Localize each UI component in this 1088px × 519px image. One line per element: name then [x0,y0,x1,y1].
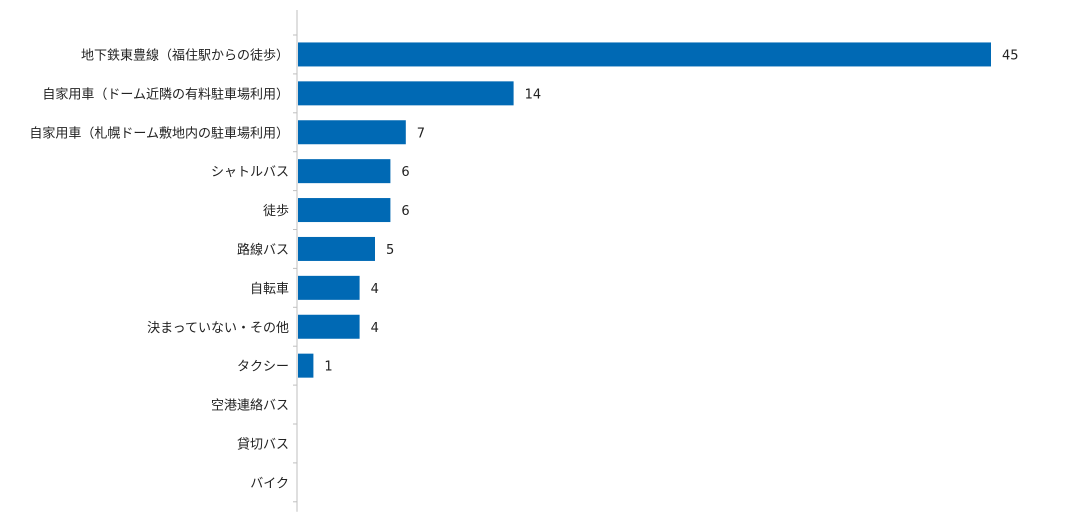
bar [298,159,391,184]
bar [298,198,391,223]
data-label: 5 [386,243,394,258]
data-label: 6 [401,165,409,180]
category-label: 路線バス [237,242,289,258]
data-label: 7 [417,126,425,141]
data-label: 4 [371,282,379,297]
category-label: 決まっていない・その他 [147,321,289,336]
bar [298,353,314,378]
data-label: 4 [371,321,379,336]
category-label: 自家用車（札幌ドーム敷地内の駐車場利用） [29,125,289,141]
category-label: バイク [250,476,289,491]
bar [298,81,514,106]
category-label: 徒歩 [263,204,289,219]
bar [298,275,360,300]
bar [298,120,406,145]
data-label: 45 [1002,48,1019,63]
bar [298,42,991,67]
category-label: 空港連絡バス [211,398,289,414]
data-label: 14 [525,87,542,102]
data-label: 6 [401,204,409,219]
category-label: 貸切バス [237,436,289,452]
data-label: 1 [324,360,332,375]
category-label: タクシー [237,360,289,375]
category-label: シャトルバス [211,165,289,180]
category-label: 自転車 [250,282,289,297]
category-label: 地下鉄東豊線（福住駅からの徒歩） [81,47,289,63]
category-label: 自家用車（ドーム近隣の有料駐車場利用） [42,86,289,102]
bar [298,314,360,339]
bar [298,236,375,261]
